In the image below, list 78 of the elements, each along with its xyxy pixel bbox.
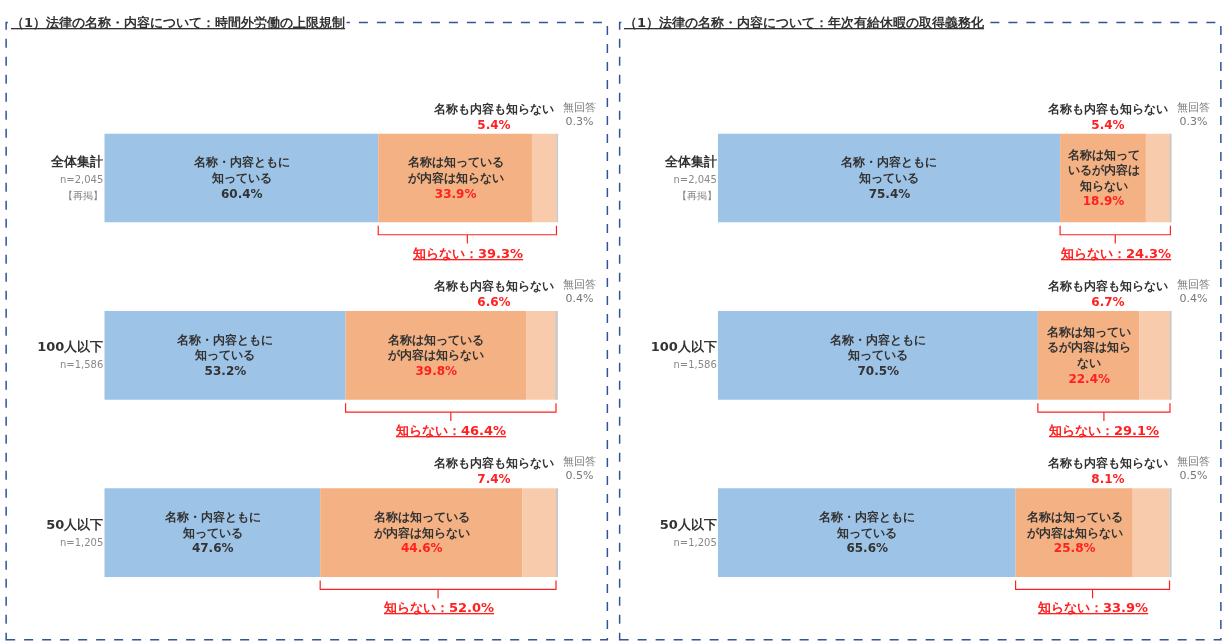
series-label: 名称は知っているが内容は知らない (1066, 147, 1140, 193)
text: 無回答 (563, 278, 596, 291)
text: 名称も内容も知らない (1048, 456, 1168, 470)
data-label: 0.5% (1179, 469, 1208, 483)
data-label: 7.4% (477, 471, 511, 486)
data-label: 5.4% (1091, 117, 1125, 132)
text: 名称も内容も知らない (1048, 279, 1168, 293)
bar (104, 310, 346, 400)
text: 名称・内容ともに知っている (841, 155, 938, 185)
bar (1145, 133, 1171, 223)
data-label: 0.3% (565, 115, 594, 129)
annotation: 知らない：52.0% (383, 600, 495, 615)
text: 名称は知っているが内容は知らない (407, 155, 504, 185)
series-label: 名称・内容ともに知っている (829, 332, 927, 363)
data-label: 75.4% (868, 186, 911, 201)
bar (555, 310, 558, 400)
series-label: 名称は知っているが内容は知らない (387, 332, 485, 363)
text: 名称・内容ともに知っている (819, 510, 916, 540)
bar (522, 488, 557, 577)
text: 名称は知っているが内容は知らない (1026, 510, 1123, 540)
series-label: 無回答 (1177, 101, 1210, 114)
data-label: 6.6% (477, 294, 511, 309)
text: 無回答 (1177, 278, 1210, 291)
data-label: 0.4% (565, 292, 594, 306)
bar (1132, 488, 1170, 577)
data-label: 5.4% (477, 117, 511, 132)
text: 名称・内容ともに知っている (164, 510, 261, 540)
text: 名称は知っているが内容は知らない (1047, 324, 1132, 371)
data-label: 39.8% (415, 363, 458, 378)
bar (526, 310, 557, 400)
data-label: 33.9% (434, 186, 477, 201)
data-label: 6.7% (1091, 294, 1125, 309)
bar (717, 488, 1016, 577)
annotation: 知らない：39.3% (412, 246, 524, 261)
text: 無回答 (563, 455, 596, 468)
bar (717, 133, 1061, 223)
text: 名称も内容も知らない (434, 279, 554, 293)
data-label: 47.6% (191, 541, 234, 556)
text: 名称も内容も知らない (434, 456, 554, 470)
data-label: 0.4% (1179, 292, 1208, 306)
bar (104, 488, 321, 577)
data-label: 18.9% (1082, 194, 1125, 209)
bar (320, 488, 523, 577)
y-tick-label: 50人以下 n=1,205 (659, 516, 717, 548)
y-tick-label: 全体集計 n=2,045 【再掲】 (663, 153, 717, 202)
y-tick-label: 全体集計 n=2,045 【再掲】 (50, 153, 104, 202)
bar (556, 133, 559, 223)
y-tick-label: 50人以下 n=1,205 (46, 516, 104, 548)
chart-title: （1）法律の名称・内容について：時間外労働の上限規制 (11, 15, 346, 30)
series-label: 名称も内容も知らない (433, 102, 554, 116)
data-label: 44.6% (400, 541, 443, 556)
bar (531, 133, 557, 223)
data-label: 60.4% (220, 186, 263, 201)
annotation: 知らない：33.9% (1037, 600, 1149, 615)
text: 無回答 (1177, 455, 1210, 468)
chart-title: （1）法律の名称・内容について：年次有給休暇の取得義務化 (624, 15, 986, 30)
text: 名称は知っているが内容は知らない (373, 510, 470, 540)
data-label: 65.6% (846, 541, 889, 556)
text: 名称・内容ともに知っている (193, 155, 290, 185)
data-label: 25.8% (1053, 541, 1096, 556)
data-label: 8.1% (1091, 471, 1125, 486)
annotation: 知らない：46.4% (395, 423, 507, 438)
data-label: 53.2% (204, 363, 247, 378)
data-label: 0.5% (565, 469, 594, 483)
series-label: 無回答 (563, 101, 596, 114)
bar (345, 310, 527, 400)
data-label: 0.3% (1179, 115, 1208, 129)
data-label: 70.5% (857, 363, 900, 378)
bar (104, 133, 379, 223)
series-label: 名称・内容ともに知っている (176, 332, 274, 363)
bar (717, 310, 1038, 400)
series-label: 名称も内容も知らない (1047, 102, 1168, 116)
annotation: 知らない：24.3% (1060, 246, 1172, 261)
y-tick-label: 100人以下 n=1,586 (37, 339, 104, 371)
annotation: 知らない：29.1% (1048, 423, 1160, 438)
y-tick-label: 100人以下 n=1,586 (650, 339, 717, 371)
bar (1139, 310, 1170, 400)
data-label: 22.4% (1068, 371, 1111, 386)
